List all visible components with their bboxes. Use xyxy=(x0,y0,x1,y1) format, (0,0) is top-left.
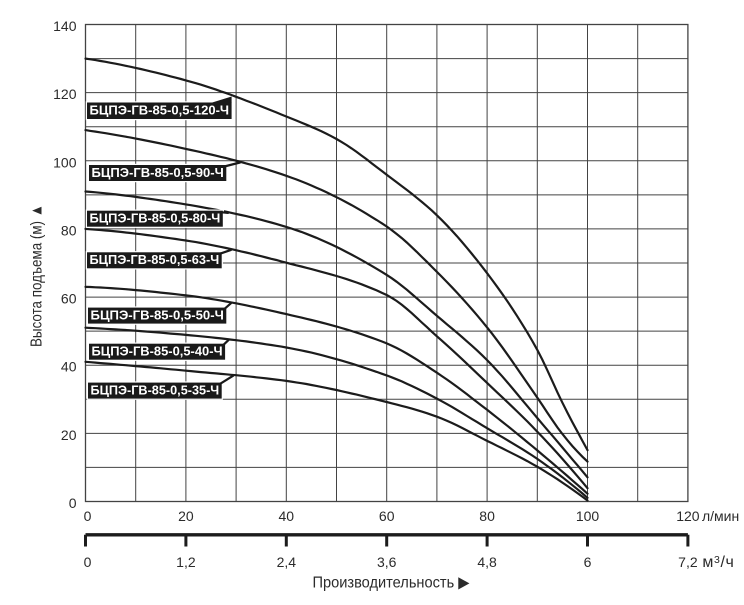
svg-text:80: 80 xyxy=(479,508,495,524)
svg-text:БЦПЭ-ГВ-85-0,5-90-Ч: БЦПЭ-ГВ-85-0,5-90-Ч xyxy=(92,165,224,180)
svg-text:1,2: 1,2 xyxy=(176,554,196,570)
svg-text:60: 60 xyxy=(61,291,77,307)
svg-text:0: 0 xyxy=(84,554,92,570)
svg-text:20: 20 xyxy=(178,508,194,524)
svg-text:100: 100 xyxy=(576,508,600,524)
svg-text:7,2: 7,2 xyxy=(678,554,698,570)
svg-text:20: 20 xyxy=(61,427,77,443)
svg-text:40: 40 xyxy=(61,359,77,375)
svg-text:3,6: 3,6 xyxy=(377,554,397,570)
svg-text:140: 140 xyxy=(53,18,77,34)
svg-text:БЦПЭ-ГВ-85-0,5-63-Ч: БЦПЭ-ГВ-85-0,5-63-Ч xyxy=(90,252,220,267)
svg-text:6: 6 xyxy=(584,554,592,570)
svg-text:м3/ч: м3/ч xyxy=(702,554,734,571)
svg-text:100: 100 xyxy=(53,154,77,170)
svg-text:4,8: 4,8 xyxy=(477,554,497,570)
svg-text:Высота подъема (м) ▲: Высота подъема (м) ▲ xyxy=(29,204,46,347)
svg-text:БЦПЭ-ГВ-85-0,5-40-Ч: БЦПЭ-ГВ-85-0,5-40-Ч xyxy=(92,344,223,359)
svg-text:0: 0 xyxy=(69,495,77,511)
svg-text:60: 60 xyxy=(379,508,395,524)
svg-text:л/мин: л/мин xyxy=(702,508,739,524)
svg-text:120: 120 xyxy=(53,86,77,102)
svg-text:0: 0 xyxy=(84,508,92,524)
svg-text:2,4: 2,4 xyxy=(277,554,297,570)
svg-text:80: 80 xyxy=(61,222,77,238)
svg-text:БЦПЭ-ГВ-85-0,5-35-Ч: БЦПЭ-ГВ-85-0,5-35-Ч xyxy=(91,383,220,398)
svg-text:БЦПЭ-ГВ-85-0,5-50-Ч: БЦПЭ-ГВ-85-0,5-50-Ч xyxy=(91,308,224,323)
svg-text:Производительность ▶: Производительность ▶ xyxy=(313,575,471,592)
svg-text:40: 40 xyxy=(279,508,295,524)
svg-text:БЦПЭ-ГВ-85-0,5-120-Ч: БЦПЭ-ГВ-85-0,5-120-Ч xyxy=(90,103,230,118)
svg-text:БЦПЭ-ГВ-85-0,5-80-Ч: БЦПЭ-ГВ-85-0,5-80-Ч xyxy=(90,211,221,226)
svg-text:120: 120 xyxy=(676,508,700,524)
